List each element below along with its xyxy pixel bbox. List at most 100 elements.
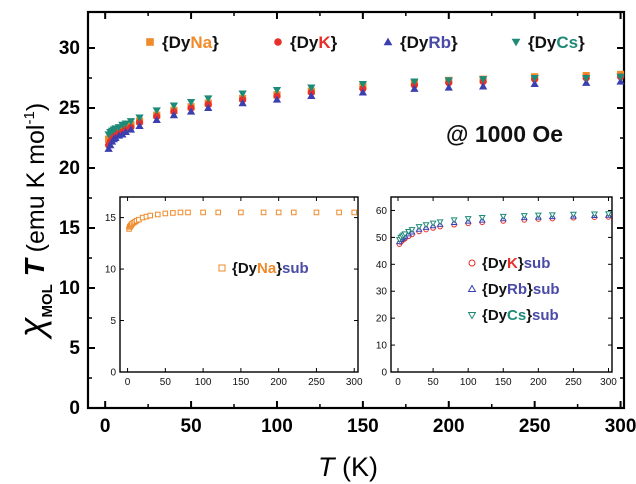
x-axis-label: T (K) <box>318 452 378 482</box>
legend-label: {DyK} <box>290 33 338 52</box>
inset-series <box>395 211 613 244</box>
inset-data-point <box>408 227 416 234</box>
inset-data-point <box>534 212 542 219</box>
legend-marker <box>274 38 282 46</box>
data-point <box>152 115 161 124</box>
inset-x-tick-label: 0 <box>125 377 131 388</box>
inset-y-tick-label: 20 <box>376 314 388 325</box>
data-point <box>410 78 419 86</box>
inset-data-point <box>275 209 282 216</box>
inset-data-point <box>260 209 267 216</box>
data-point <box>204 103 213 112</box>
y-axis-label-text: χMOL T (emu K mol-1) <box>11 103 56 340</box>
data-point <box>272 86 282 95</box>
inset-data-point <box>336 209 342 216</box>
inset-data-point <box>351 209 358 216</box>
data-point <box>152 107 161 115</box>
legend-label: {DyNa} <box>162 33 219 52</box>
y-tick-label: 5 <box>69 338 80 359</box>
main-plot-frame <box>86 10 626 410</box>
inset-legend-marker <box>218 264 226 272</box>
series-dycs <box>104 73 625 139</box>
inset-data-point <box>405 229 413 236</box>
inset-data-point <box>548 212 556 219</box>
inset-data-point <box>436 219 444 226</box>
data-point <box>135 114 144 122</box>
data-point <box>126 118 136 126</box>
data-point <box>478 76 488 84</box>
data-point <box>444 77 453 85</box>
legend-label: {DyRb} <box>400 33 458 52</box>
inset-y-tick-label: 40 <box>376 260 388 271</box>
data-point <box>530 79 539 88</box>
inset-legend-label: {DyK}sub <box>482 255 550 272</box>
inset-data-point <box>215 209 222 216</box>
inset-dyk-dyrb-dycs-sub: 0 50 100 150 200 250 300 0 10 20 30 40 50 60 {DyK}sub {… <box>376 196 617 388</box>
legend-marker <box>383 37 393 46</box>
data-point <box>169 102 179 110</box>
inset-x-tick-label: 150 <box>495 377 512 388</box>
inset-data-point <box>154 211 161 218</box>
y-tick-label: 20 <box>59 158 80 179</box>
field-annotation: @ 1000 Oe <box>446 121 563 147</box>
inset-x-tick-label: 250 <box>565 377 582 388</box>
x-tick-label: 250 <box>519 416 551 437</box>
data-point <box>530 74 539 83</box>
inset-data-point <box>238 209 244 216</box>
inset-x-tick-label: 100 <box>195 377 212 388</box>
inset-legend-label: {DyCs}sub <box>482 307 559 324</box>
inset-data-point <box>313 209 320 216</box>
data-point <box>358 80 368 89</box>
inset-data-point <box>590 211 598 218</box>
y-axis-label: χMOL T (emu K mol-1) <box>11 103 56 340</box>
inset-legend-label: {DyNa}sub <box>232 260 309 277</box>
inset-x-tick-label: 150 <box>233 377 250 388</box>
inset-frame <box>390 196 613 373</box>
data-point <box>238 99 247 107</box>
inset-data-point <box>464 216 472 223</box>
inset-x-tick-label: 250 <box>308 377 325 388</box>
inset-y-tick-label: 0 <box>381 368 387 379</box>
series-dyrb <box>104 77 625 152</box>
x-tick-label: 50 <box>181 416 202 437</box>
legend-marker <box>511 38 521 47</box>
data-point <box>104 144 113 152</box>
inset-data-point <box>499 213 507 221</box>
inset-frame <box>119 196 359 373</box>
inset-x-tick-label: 0 <box>395 377 401 388</box>
inset-x-tick-label: 300 <box>600 377 617 388</box>
inset-legend-label: {DyRb}sub <box>482 281 560 298</box>
y-tick-label: 30 <box>59 38 80 59</box>
inset-legend-marker <box>467 284 477 293</box>
inset-y-tick-label: 0 <box>110 368 116 379</box>
inset-legend-marker <box>467 311 477 320</box>
inset-data-point <box>569 211 577 218</box>
legend-marker <box>146 38 154 46</box>
x-tick-label: 150 <box>347 416 379 437</box>
inset-data-point <box>450 217 458 224</box>
x-tick-label: 0 <box>100 416 111 437</box>
inset-y-tick-label: 60 <box>376 206 388 217</box>
inset-y-tick-label: 15 <box>105 213 117 224</box>
data-point <box>121 127 130 136</box>
inset-data-point <box>422 222 430 229</box>
y-tick-label: 0 <box>69 398 80 419</box>
data-point <box>616 73 625 81</box>
inset-data-point <box>170 210 176 216</box>
inset-y-tick-label: 10 <box>105 265 117 276</box>
data-point <box>135 121 144 130</box>
inset-y-tick-label: 10 <box>376 341 388 352</box>
data-point <box>186 98 196 107</box>
data-point <box>478 82 488 90</box>
inset-data-point <box>520 213 528 220</box>
y-tick-label: 10 <box>59 278 80 299</box>
data-point <box>121 120 130 128</box>
x-tick-label: 100 <box>261 416 293 437</box>
inset-x-tick-label: 200 <box>270 377 287 388</box>
data-point <box>186 107 196 115</box>
y-tick-label: 15 <box>59 218 81 239</box>
inset-data-point <box>147 212 154 219</box>
inset-legend-marker <box>468 259 476 267</box>
